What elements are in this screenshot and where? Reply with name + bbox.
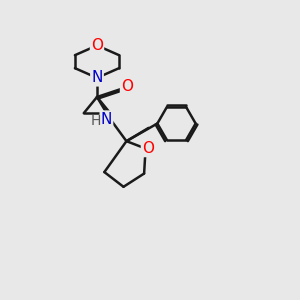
Text: O: O	[142, 141, 154, 156]
Text: N: N	[91, 70, 103, 86]
Text: N: N	[101, 112, 112, 127]
Text: O: O	[91, 38, 103, 53]
Text: H: H	[90, 114, 101, 128]
Text: O: O	[121, 79, 133, 94]
